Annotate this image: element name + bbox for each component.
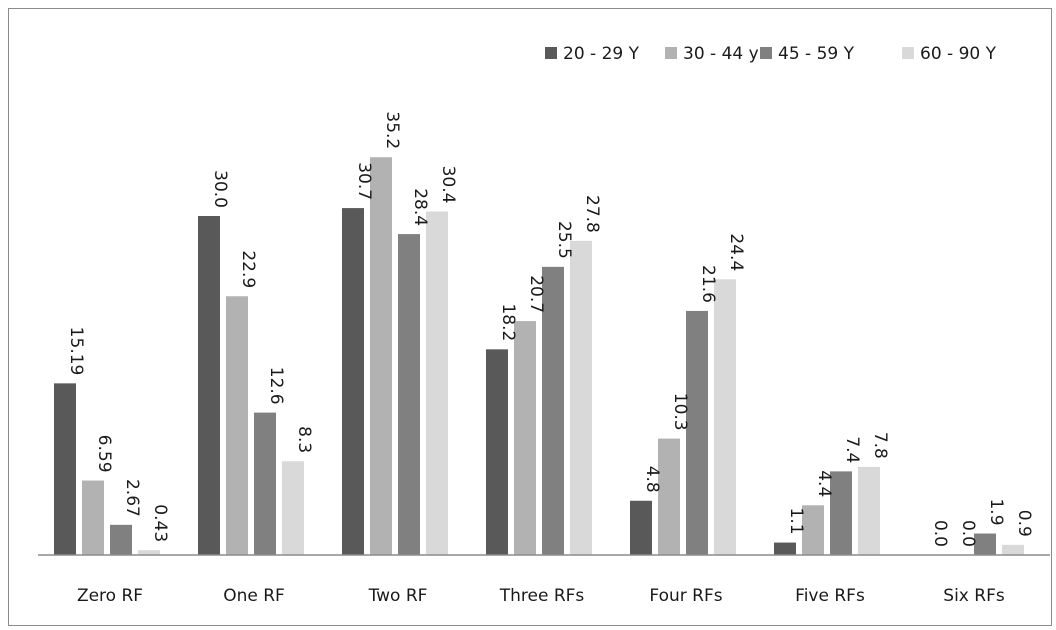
bar-3-5	[686, 310, 708, 555]
x-tick-label: Four RFs	[649, 586, 722, 606]
bar-2-4	[514, 321, 536, 555]
bar-3-2	[254, 412, 276, 555]
bar-3-4	[542, 266, 564, 555]
x-tick-label: Zero RF	[77, 586, 143, 606]
legend-swatch-1	[545, 47, 557, 59]
legend-swatch-4	[902, 47, 914, 59]
data-label-4-5: 24.4	[726, 233, 746, 271]
data-label-2-7: 0.0	[958, 520, 978, 547]
data-label-4-3: 30.4	[438, 166, 458, 204]
data-label-1-7: 0.0	[930, 520, 950, 547]
legend-label-3: 45 - 59 Y	[778, 44, 855, 64]
bar-1-1	[54, 383, 76, 555]
x-tick-label: Three RFs	[499, 586, 585, 606]
data-label-2-2: 22.9	[238, 250, 258, 288]
bar-3-3	[398, 234, 420, 555]
legend: 20 - 29 Y 30 - 44 y 45 - 59 Y 60 - 90 Y	[545, 44, 997, 64]
x-tick-label: Six RFs	[943, 586, 1005, 606]
bar-4-6	[858, 466, 880, 555]
data-label-3-7: 1.9	[986, 498, 1006, 525]
data-label-1-5: 4.8	[642, 466, 662, 493]
data-label-4-1: 0.43	[150, 504, 170, 542]
data-label-2-6: 4.4	[814, 470, 834, 497]
bar-1-3	[342, 208, 364, 555]
x-tick-label: Two RF	[368, 586, 428, 606]
data-label-2-1: 6.59	[94, 435, 114, 473]
bar-1-2	[198, 216, 220, 555]
data-label-3-3: 28.4	[410, 188, 430, 226]
x-axis-tick-labels: Zero RF One RF Two RF Three RFs Four RFs Five…	[77, 586, 1005, 606]
bar-1-5	[630, 500, 652, 555]
bar-2-5	[658, 438, 680, 555]
bar-2-3	[370, 157, 392, 556]
data-label-1-1: 15.19	[66, 327, 86, 376]
data-label-4-4: 27.8	[582, 195, 602, 233]
bar-2-1	[82, 480, 104, 555]
data-label-3-1: 2.67	[122, 479, 142, 517]
bar-4-4	[570, 240, 592, 556]
legend-label-1: 20 - 29 Y	[563, 44, 640, 64]
data-label-1-4: 18.2	[498, 303, 518, 341]
bar-4-5	[714, 279, 736, 555]
data-label-3-6: 7.4	[842, 436, 862, 463]
data-label-3-5: 21.6	[698, 265, 718, 303]
bar-3-1	[110, 524, 132, 555]
data-label-1-3: 30.7	[354, 162, 374, 200]
bar-4-3	[426, 211, 448, 556]
data-label-2-5: 10.3	[670, 393, 690, 431]
legend-label-2: 30 - 44 y	[683, 44, 759, 64]
data-label-3-2: 12.6	[266, 367, 286, 405]
data-label-1-2: 30.0	[210, 170, 230, 208]
x-tick-label: Five RFs	[795, 586, 865, 606]
legend-swatch-3	[760, 47, 772, 59]
bar-4-2	[282, 461, 304, 555]
bar-1-6	[774, 542, 796, 555]
bar-2-2	[226, 296, 248, 555]
data-label-4-6: 7.8	[870, 432, 890, 459]
data-labels-layer: 15.19 6.59 2.67 0.43 30.0 22.9 12.6 8.3 30.7 35.2…	[66, 111, 1034, 547]
x-tick-label: One RF	[223, 586, 285, 606]
bars-layer	[54, 157, 1024, 556]
data-label-4-2: 8.3	[294, 426, 314, 453]
bar-2-6	[802, 505, 824, 555]
data-label-2-3: 35.2	[382, 111, 402, 149]
data-label-4-7: 0.9	[1014, 510, 1034, 537]
bar-1-4	[486, 349, 508, 555]
bar-4-7	[1002, 544, 1024, 555]
bar-3-6	[830, 471, 852, 555]
data-label-3-4: 25.5	[554, 221, 574, 259]
bar-4-1	[138, 550, 160, 555]
legend-swatch-2	[665, 47, 677, 59]
data-label-2-4: 20.7	[526, 275, 546, 313]
bar-3-7	[974, 533, 996, 555]
legend-label-4: 60 - 90 Y	[920, 44, 997, 64]
data-label-1-6: 1.1	[786, 508, 806, 535]
